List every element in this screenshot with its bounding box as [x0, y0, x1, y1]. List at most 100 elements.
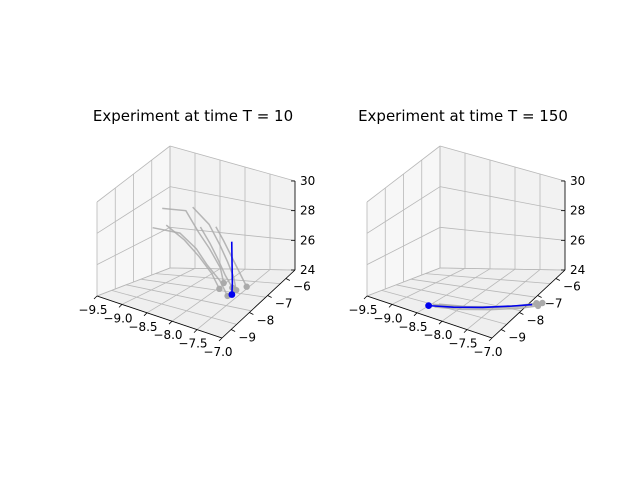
y-tick-label: −9 [508, 331, 526, 345]
y-tick-label: −8 [527, 314, 545, 328]
back-gridline [439, 267, 566, 271]
y-tick-mark [285, 278, 291, 281]
gray-endpoint [534, 301, 542, 308]
floor-gridline [146, 268, 221, 314]
back-gridline [439, 226, 566, 241]
x-tick-label: −7.0 [203, 345, 232, 359]
y-tick-label: −6 [293, 280, 311, 294]
left-gridline [96, 267, 171, 297]
z-tick-label: 24 [570, 263, 585, 277]
x-tick-mark [438, 320, 443, 325]
back-pane [440, 146, 565, 270]
z-tick-label: 28 [300, 204, 315, 218]
subplot-t150: Experiment at time T = 150 −9.5−9.0−8.5−… [348, 107, 585, 359]
blue-trajectory [428, 303, 533, 309]
x-tick-label: −8.0 [423, 328, 452, 342]
floor-gridline [466, 269, 541, 330]
gray-trajectory [192, 206, 237, 291]
back-gridline [169, 226, 296, 241]
z-tick-label: 30 [570, 174, 585, 188]
gray-endpoint [216, 285, 223, 293]
axes-panes [97, 146, 295, 338]
blue-trajectory [230, 241, 234, 295]
y-tick-mark [500, 329, 506, 332]
blue-endpoint [228, 291, 236, 298]
blue-endpoint [425, 302, 433, 310]
gray-endpoint [243, 283, 250, 290]
x-tick-label: −9.0 [373, 311, 402, 325]
back-gridline [169, 186, 296, 212]
x-tick-label: −7.5 [448, 337, 477, 351]
gray-trajectory [162, 207, 225, 284]
left-gridline [366, 186, 441, 234]
gray-trajectory [434, 305, 539, 311]
floor-gridline [121, 268, 196, 305]
left-gridline [96, 145, 171, 203]
axis-lines: −9.5−9.0−8.5−8.0−7.5−7.0 −9−8−7−6 24 26 28 30 [348, 174, 585, 359]
floor-gridline [126, 284, 252, 312]
x-tick-mark [463, 329, 468, 333]
y-tick-mark [230, 329, 236, 332]
y-tick-mark [249, 312, 254, 315]
x-tick-mark [413, 312, 418, 317]
z-tick-label: 26 [570, 233, 585, 247]
x-axis-line [366, 295, 493, 339]
floor-gridline [196, 269, 271, 330]
x-tick-label: −9.5 [78, 303, 107, 317]
floor-pane [367, 268, 565, 338]
y-tick-mark [267, 295, 272, 298]
subplot-t10: Experiment at time T = 10 −9.5−9.0−8.5−8… [78, 107, 315, 359]
y-tick-label: −9 [238, 331, 256, 345]
floor-gridline [425, 273, 551, 284]
z-tick-label: 30 [300, 174, 315, 188]
back-gridline [439, 186, 566, 212]
x-tick-label: −7.0 [473, 345, 502, 359]
y-tick-label: −7 [275, 297, 293, 311]
x-tick-label: −9.0 [103, 311, 132, 325]
x-tick-mark [168, 320, 173, 325]
left-gridline [366, 226, 441, 266]
x-tick-label: −9.5 [348, 303, 377, 317]
y-tick-label: −8 [257, 314, 275, 328]
x-tick-label: −7.5 [178, 337, 207, 351]
floor-gridline [111, 290, 237, 325]
subplot-title: Experiment at time T = 150 [358, 107, 568, 125]
x-tick-mark [488, 337, 493, 342]
x-axis-line [96, 295, 223, 339]
z-tick-label: 24 [300, 263, 315, 277]
series-layer [425, 299, 546, 311]
axis-lines: −9.5−9.0−8.5−8.0−7.5−7.0 −9−8−7−6 24 26 28 30 [78, 174, 315, 359]
x-tick-mark [118, 304, 123, 308]
x-tick-label: −8.0 [153, 328, 182, 342]
back-gridline [169, 145, 296, 182]
y-tick-mark [537, 295, 542, 298]
series-layer [152, 206, 250, 300]
y-tick-label: −7 [545, 297, 563, 311]
x-tick-mark [388, 304, 393, 308]
left-gridline [96, 226, 171, 266]
y-tick-label: −6 [563, 280, 581, 294]
left-gridline [96, 186, 171, 234]
floor-gridline [391, 268, 466, 305]
z-tick-label: 28 [570, 204, 585, 218]
floor-gridline [410, 278, 536, 298]
y-axis-line [221, 269, 296, 339]
floor-gridline [441, 268, 516, 322]
gray-trajectory [199, 226, 234, 289]
gray-trajectory [165, 224, 221, 290]
x-tick-mark [93, 295, 98, 300]
z-tick-label: 26 [300, 233, 315, 247]
back-gridline [439, 145, 566, 182]
x-tick-mark [193, 329, 198, 333]
y-tick-mark [519, 312, 524, 315]
x-tick-mark [143, 312, 148, 317]
subplot-title: Experiment at time T = 10 [93, 107, 293, 125]
floor-gridline [140, 278, 266, 298]
x-tick-mark [363, 295, 368, 300]
y-tick-mark [555, 278, 561, 281]
x-tick-mark [218, 337, 223, 342]
left-gridline [366, 145, 441, 203]
back-pane [170, 146, 295, 270]
x-tick-label: −8.5 [398, 320, 427, 334]
